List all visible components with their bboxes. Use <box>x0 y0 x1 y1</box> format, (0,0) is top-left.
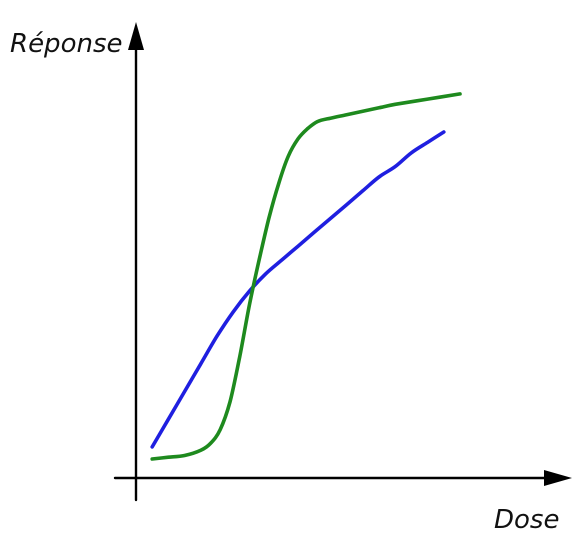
y-axis-arrow-icon <box>128 22 144 50</box>
series-line-green <box>150 92 462 461</box>
y-axis-label: Réponse <box>10 29 123 59</box>
axes <box>113 22 572 502</box>
x-axis-label: Dose <box>494 505 559 535</box>
series-line-blue <box>150 130 446 449</box>
series-layer <box>150 92 462 461</box>
x-axis-arrow-icon <box>544 470 572 486</box>
